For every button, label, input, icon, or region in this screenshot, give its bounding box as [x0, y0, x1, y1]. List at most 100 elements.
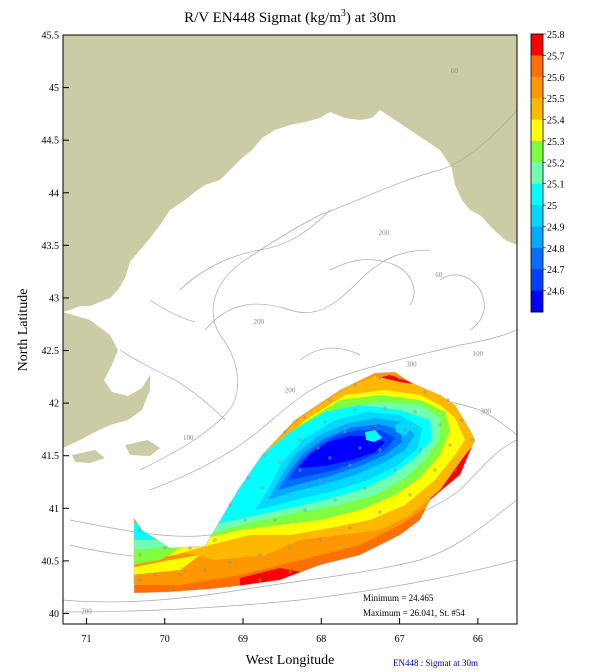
station-marker: [333, 498, 337, 502]
colorbar-swatch: [531, 98, 543, 121]
y-tick-label: 41.5: [42, 451, 60, 462]
station-marker: [243, 518, 247, 522]
x-axis-ticks: 71 70 69 68 67 66: [81, 618, 483, 645]
x-tick-label: 66: [473, 634, 483, 645]
y-tick-label: 44: [49, 188, 59, 199]
minimum-stat: Minimum = 24.465: [363, 593, 434, 603]
colorbar-frame: [530, 33, 544, 313]
station-marker: [403, 428, 407, 432]
y-tick-label: 42.5: [42, 346, 60, 357]
station-marker: [438, 423, 442, 427]
station-marker: [258, 553, 262, 557]
colorbar-label: 25.3: [547, 137, 565, 148]
bathymetry-label: 100: [183, 434, 194, 442]
bathymetry-label: 100: [473, 350, 484, 358]
colorbar-label: 24.7: [547, 265, 565, 276]
x-tick-label: 70: [160, 634, 170, 645]
station-marker: [433, 468, 437, 472]
station-marker: [298, 468, 302, 472]
station-marker: [328, 398, 332, 402]
colorbar-label: 25.6: [547, 73, 565, 84]
y-axis-label: North Latitude: [16, 289, 31, 372]
land-mainland: [63, 35, 517, 312]
map-plot-area: 60200602001003002003001006060100200: [63, 35, 517, 624]
station-marker: [198, 586, 202, 590]
bathymetry-label: 300: [480, 408, 491, 416]
station-marker: [288, 546, 292, 550]
station-marker: [378, 510, 382, 514]
station-marker: [353, 383, 357, 387]
station-marker: [408, 493, 412, 497]
colorbar-swatch: [531, 119, 543, 142]
station-marker: [328, 456, 332, 460]
bathymetry-label: 200: [81, 607, 92, 615]
plot-frame: [62, 34, 518, 625]
colorbar-label: 25.5: [547, 94, 565, 105]
colorbar-label: 25.1: [547, 180, 565, 191]
x-tick-label: 67: [395, 634, 405, 645]
colorbar-label: 24.8: [547, 244, 565, 255]
land-masses: [63, 35, 517, 463]
station-marker: [353, 408, 357, 412]
station-marker: [373, 423, 377, 427]
station-marker: [378, 448, 382, 452]
station-marker: [278, 460, 282, 464]
station-marker: [363, 486, 367, 490]
bathymetry-label: 300: [406, 360, 417, 368]
colorbar-swatch: [531, 183, 543, 206]
y-tick-label: 45.5: [42, 31, 60, 42]
station-marker: [168, 588, 172, 592]
station-marker: [378, 376, 382, 380]
land-nantucket: [125, 440, 160, 456]
colorbar-label: 24.9: [547, 222, 565, 233]
colorbar-label: 24.6: [547, 287, 565, 298]
station-marker: [323, 420, 327, 424]
station-marker: [433, 493, 437, 497]
bathymetry-label: 200: [253, 318, 264, 326]
station-marker: [460, 418, 464, 422]
colorbar-swatch: [531, 76, 543, 99]
station-marker: [283, 430, 287, 434]
station-marker: [258, 578, 262, 582]
station-marker: [260, 486, 264, 490]
y-tick-label: 40: [49, 609, 59, 620]
station-marker: [423, 390, 427, 394]
station-marker: [288, 570, 292, 574]
station-marker: [188, 546, 192, 550]
maximum-stat: Maximum = 26.041, St. #54: [363, 608, 465, 618]
x-axis-label: West Longitude: [246, 653, 335, 668]
colorbar-label: 25: [547, 201, 557, 212]
colorbar: 25.8 25.7 25.6 25.5 25.4 25.3 25.2 25.1 25 24.9 24…: [530, 30, 565, 313]
station-marker: [303, 508, 307, 512]
station-marker: [343, 430, 347, 434]
y-tick-label: 41: [49, 504, 59, 515]
station-marker: [178, 573, 182, 577]
station-marker: [318, 538, 322, 542]
colorbar-swatch: [531, 162, 543, 185]
land-marthas-vineyard: [72, 450, 105, 463]
y-tick-label: 43: [49, 293, 59, 304]
bathymetry-label: 60: [451, 67, 459, 75]
station-marker: [348, 463, 352, 467]
station-marker: [138, 578, 142, 582]
colorbar-swatch: [531, 290, 543, 313]
y-tick-label: 40.5: [42, 556, 60, 567]
y-tick-label: 44.5: [42, 136, 60, 147]
colorbar-swatch: [531, 247, 543, 270]
station-marker: [470, 438, 474, 442]
station-marker: [383, 406, 387, 410]
station-marker: [203, 568, 207, 572]
colorbar-label: 25.7: [547, 51, 565, 62]
station-marker: [413, 410, 417, 414]
y-tick-label: 45: [49, 83, 59, 94]
x-tick-label: 68: [316, 634, 326, 645]
colorbar-swatch: [531, 226, 543, 249]
bathymetry-label: 200: [379, 229, 390, 237]
map-title: R/V EN448 Sigmat (kg/m3) at 30m: [184, 8, 396, 26]
station-markers: [138, 376, 474, 592]
station-marker: [398, 376, 402, 380]
station-marker: [138, 528, 142, 532]
x-tick-label: 69: [238, 634, 248, 645]
station-marker: [316, 446, 320, 450]
station-marker: [263, 453, 267, 457]
